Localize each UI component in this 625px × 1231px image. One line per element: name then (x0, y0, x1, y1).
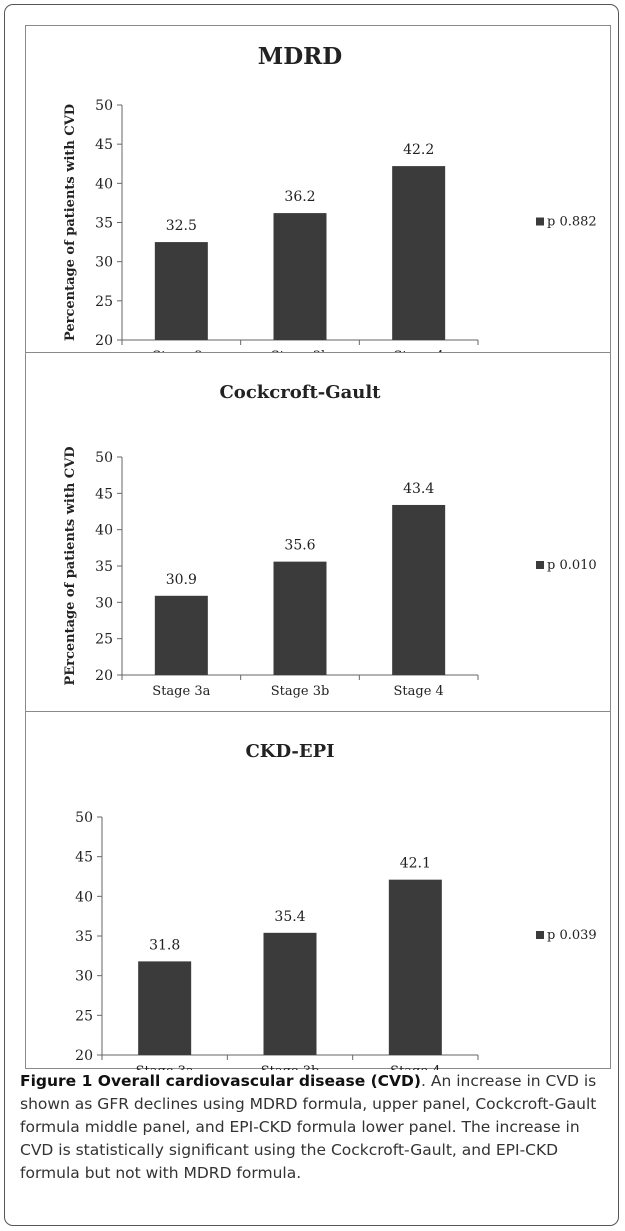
caption-title: Figure 1 Overall cardiovascular disease … (20, 1072, 422, 1090)
cockcroft-gault-bar-chart: Cockcroft-Gault PErcentage of patients wi… (63, 382, 597, 699)
chart-title: MDRD (258, 43, 342, 70)
y-tick-label: 45 (75, 850, 93, 866)
bar (263, 932, 317, 1055)
y-tick-label: 45 (95, 486, 113, 502)
bar-value-label: 42.1 (400, 856, 431, 872)
bar-value-label: 42.2 (403, 142, 434, 158)
y-tick-label: 20 (95, 333, 113, 349)
caption-text: . An increase in CVD is shown as GFR dec… (20, 1072, 597, 1182)
y-tick-label: 25 (95, 632, 113, 648)
bar-value-label: 36.2 (284, 189, 315, 205)
x-tick-label: Stage 3a (136, 1064, 194, 1070)
x-tick-label: Stage 3b (271, 684, 330, 699)
bar (392, 166, 446, 340)
y-tick-label: 50 (75, 810, 93, 826)
y-tick-label: 45 (95, 137, 113, 153)
cockcroft-gault-chart-panel: Cockcroft-Gault PErcentage of patients wi… (25, 352, 611, 712)
chart-title: Cockcroft-Gault (219, 382, 381, 403)
bar (154, 242, 208, 340)
y-tick-label: 35 (95, 216, 113, 232)
bar (273, 213, 327, 340)
x-tick-label: Stage 3b (271, 349, 330, 354)
figure-caption: Figure 1 Overall cardiovascular disease … (20, 1070, 610, 1185)
y-tick-label: 40 (75, 889, 93, 905)
y-tick-label: 35 (95, 559, 113, 575)
x-tick-label: Stage 4 (390, 1064, 440, 1070)
y-tick-label: 30 (75, 969, 93, 985)
bar-value-label: 35.6 (284, 538, 315, 554)
y-axis-label: Percentage of patients with CVD (63, 104, 78, 341)
bar (392, 504, 446, 675)
legend-swatch (536, 931, 544, 939)
figure-frame: MDRD Percentage of patients with CVD 20 25 3… (4, 4, 619, 1226)
x-tick-label: Stage 3b (261, 1064, 320, 1070)
ckd-epi-chart-panel: CKD-EPI 20 25 30 35 40 45 50 31.8 Stage 3a 35.4 Sta… (25, 711, 611, 1070)
chart-title: CKD-EPI (245, 741, 334, 762)
bar (138, 961, 192, 1055)
y-tick-label: 50 (95, 450, 113, 466)
bar-value-label: 35.4 (274, 909, 305, 925)
bar (273, 561, 327, 675)
y-tick-label: 25 (75, 1008, 93, 1024)
y-tick-label: 20 (75, 1048, 93, 1064)
y-tick-label: 30 (95, 255, 113, 271)
bar-value-label: 43.4 (403, 481, 434, 497)
y-tick-label: 40 (95, 523, 113, 539)
x-tick-label: Stage 3a (152, 349, 210, 354)
bar-value-label: 30.9 (166, 572, 197, 588)
x-tick-label: Stage 3a (152, 684, 210, 699)
y-tick-label: 50 (95, 98, 113, 114)
y-axis-label: PErcentage of patients with CVD (63, 446, 78, 685)
ckd-epi-bar-chart: CKD-EPI 20 25 30 35 40 45 50 31.8 Stage 3a 35.4 Sta… (75, 741, 597, 1070)
bar-value-label: 32.5 (166, 218, 197, 234)
legend-label: p 0.882 (547, 215, 597, 230)
bar (154, 595, 208, 675)
legend-label: p 0.039 (547, 928, 597, 943)
mdrd-bar-chart: MDRD Percentage of patients with CVD 20 25 3… (63, 43, 597, 354)
y-tick-label: 35 (75, 929, 93, 945)
bar (388, 879, 442, 1055)
legend-swatch (536, 217, 544, 226)
x-tick-label: Stage 4 (394, 684, 444, 699)
y-tick-label: 30 (95, 595, 113, 611)
mdrd-chart-panel: MDRD Percentage of patients with CVD 20 25 3… (25, 25, 611, 354)
y-tick-label: 40 (95, 176, 113, 192)
legend-label: p 0.010 (547, 558, 597, 573)
x-tick-label: Stage 4 (394, 349, 444, 354)
legend-swatch (536, 561, 544, 569)
bar-value-label: 31.8 (149, 937, 180, 953)
y-tick-label: 20 (95, 668, 113, 684)
y-tick-label: 25 (95, 294, 113, 310)
